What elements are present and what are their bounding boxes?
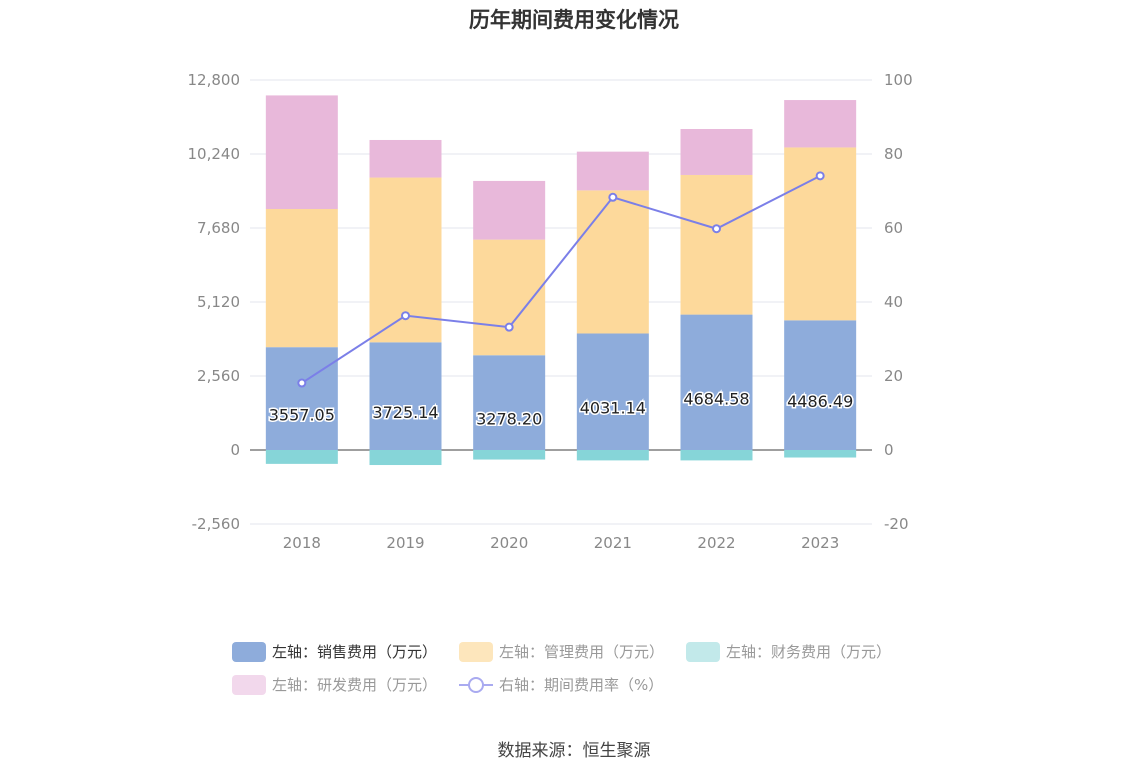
- legend-label: 右轴：期间费用率（%）: [499, 676, 664, 694]
- bar-rnd: [680, 129, 753, 175]
- bar-rnd: [576, 151, 649, 191]
- line-point: [815, 171, 825, 181]
- line-point: [401, 311, 410, 321]
- bar-finance: [576, 450, 649, 461]
- y-right-tick-label: 20: [884, 367, 903, 385]
- data-source: 数据来源：恒生聚源: [497, 741, 651, 761]
- legend-item[interactable]: 右轴：期间费用率（%）: [459, 674, 663, 695]
- data-label: 3278.20: [476, 410, 542, 429]
- legend-line-icon: [459, 675, 494, 695]
- x-tick-label: 2021: [594, 534, 632, 552]
- bar-sales: [680, 314, 753, 450]
- bar-finance: [473, 450, 546, 460]
- x-tick-label: 2022: [697, 534, 735, 552]
- bar-finance: [265, 450, 338, 464]
- y-right-tick-label: 40: [884, 293, 903, 311]
- bar-sales: [473, 355, 546, 450]
- legend-item[interactable]: 左轴：财务费用（万元）: [686, 641, 891, 662]
- x-tick-label: 2020: [490, 534, 528, 552]
- bar-admin: [680, 174, 753, 315]
- line-point: [608, 192, 618, 202]
- bar-admin: [473, 239, 546, 356]
- bar-finance: [784, 450, 857, 458]
- legend-item[interactable]: 左轴：销售费用（万元）: [232, 641, 437, 662]
- line-point: [712, 224, 721, 234]
- line-point: [504, 322, 514, 332]
- legend-swatch: [459, 641, 494, 662]
- legend-item[interactable]: 左轴：研发费用（万元）: [232, 674, 437, 695]
- y-left-tick-label: 5,120: [197, 293, 240, 311]
- line-point: [297, 378, 307, 388]
- data-label: 3725.14: [372, 403, 438, 422]
- bar-sales: [576, 333, 649, 450]
- legend-label: 左轴：财务费用（万元）: [726, 643, 892, 661]
- legend-swatch: [232, 674, 266, 695]
- data-label: 4031.14: [580, 399, 646, 418]
- bar-admin: [265, 209, 338, 348]
- data-label: 4486.49: [787, 392, 853, 411]
- legend-label: 左轴：销售费用（万元）: [272, 643, 438, 661]
- x-tick-label: 2023: [801, 534, 839, 552]
- bar-finance: [680, 450, 753, 461]
- bar-rnd: [369, 139, 442, 178]
- y-left-tick-label: 7,680: [197, 219, 240, 237]
- x-tick-label: 2018: [283, 534, 321, 552]
- line-rate: [301, 174, 821, 384]
- bar-sales: [265, 347, 338, 450]
- bar-rnd: [473, 180, 546, 240]
- bar-sales: [784, 320, 857, 450]
- y-left-tick-label: -2,560: [192, 515, 240, 533]
- y-right-tick-label: 100: [884, 71, 913, 89]
- data-label: 4684.58: [683, 389, 749, 408]
- legend-swatch: [232, 641, 266, 662]
- y-left-tick-label: 0: [230, 441, 240, 459]
- y-left-tick-label: 2,560: [197, 367, 240, 385]
- bar-admin: [576, 190, 649, 334]
- legend-item[interactable]: 左轴：管理费用（万元）: [459, 641, 664, 662]
- legend-label: 左轴：管理费用（万元）: [499, 643, 665, 661]
- legend-label: 左轴：研发费用（万元）: [272, 676, 438, 694]
- bar-finance: [369, 450, 442, 466]
- y-left-tick-label: 10,240: [188, 145, 241, 163]
- legend-swatch: [686, 641, 721, 662]
- chart-title: 历年期间费用变化情况: [469, 8, 679, 32]
- x-tick-label: 2019: [386, 534, 424, 552]
- y-right-tick-label: -20: [884, 515, 909, 533]
- data-label: 3557.05: [269, 406, 335, 425]
- bar-rnd: [784, 100, 857, 148]
- y-right-tick-label: 60: [884, 219, 903, 237]
- y-left-tick-label: 12,800: [188, 71, 241, 89]
- bar-sales: [369, 342, 442, 450]
- bar-rnd: [265, 95, 338, 210]
- y-right-tick-label: 80: [884, 145, 903, 163]
- y-right-tick-label: 0: [884, 441, 894, 459]
